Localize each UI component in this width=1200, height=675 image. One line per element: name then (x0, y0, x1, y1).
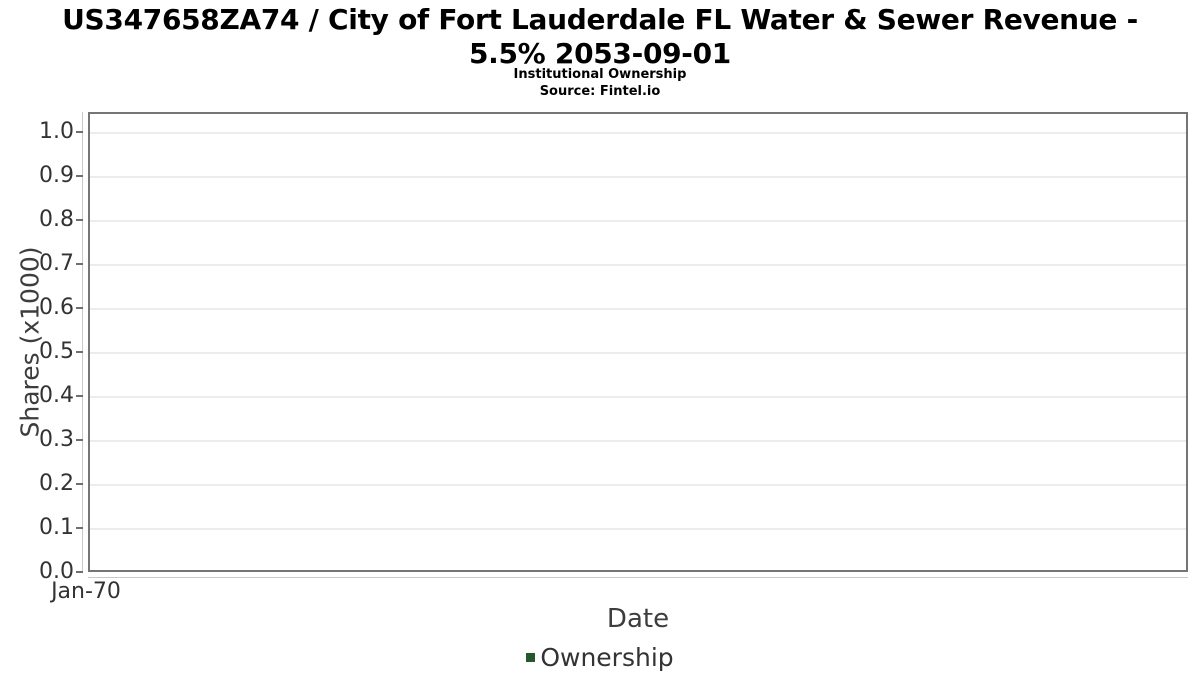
y-tick-label: 0.5 (39, 339, 74, 364)
y-gridline (90, 396, 1186, 398)
y-tick-mark (76, 219, 83, 221)
x-tick-label: Jan-70 (51, 579, 121, 604)
y-gridline (90, 484, 1186, 486)
y-gridline (90, 308, 1186, 310)
y-gridline (90, 264, 1186, 266)
chart-subtitle: Institutional Ownership (513, 67, 687, 82)
legend-item-ownership[interactable]: Ownership (526, 642, 674, 672)
y-tick-mark (76, 263, 83, 265)
y-gridline (90, 440, 1186, 442)
x-axis-line (88, 577, 1188, 578)
y-tick-label: 0.0 (39, 559, 74, 584)
y-axis-title: Shares (x1000) (15, 246, 45, 438)
series-swatch-icon (526, 652, 536, 662)
y-gridline (90, 132, 1186, 134)
y-tick-label: 0.9 (39, 163, 74, 188)
y-tick-label: 1.0 (39, 119, 74, 144)
y-tick-label: 0.3 (39, 427, 74, 452)
y-axis-line (82, 112, 83, 572)
y-tick-label: 0.7 (39, 251, 74, 276)
y-tick-mark (76, 175, 83, 177)
y-tick-label: 0.1 (39, 515, 74, 540)
y-tick-label: 0.4 (39, 383, 74, 408)
chart-source-credit: Source: Fintel.io (539, 84, 661, 99)
legend-item-label: Ownership (540, 642, 674, 672)
y-tick-label: 0.8 (39, 207, 74, 232)
y-tick-mark (76, 351, 83, 353)
y-tick-mark (76, 483, 83, 485)
y-tick-mark (76, 307, 83, 309)
y-tick-mark (76, 571, 83, 573)
y-tick-label: 0.2 (39, 471, 74, 496)
y-tick-mark (76, 527, 83, 529)
y-tick-mark (76, 395, 83, 397)
y-gridline (90, 352, 1186, 354)
y-tick-label: 0.6 (39, 295, 74, 320)
y-gridline (90, 528, 1186, 530)
y-gridline (90, 176, 1186, 178)
x-axis-title: Date (606, 604, 670, 634)
plot-area (88, 112, 1188, 572)
y-tick-mark (76, 131, 83, 133)
chart-title: US347658ZA74 / City of Fort Lauderdale F… (62, 3, 1138, 70)
y-gridline (90, 220, 1186, 222)
y-tick-mark (76, 439, 83, 441)
legend: Ownership (0, 642, 1200, 672)
